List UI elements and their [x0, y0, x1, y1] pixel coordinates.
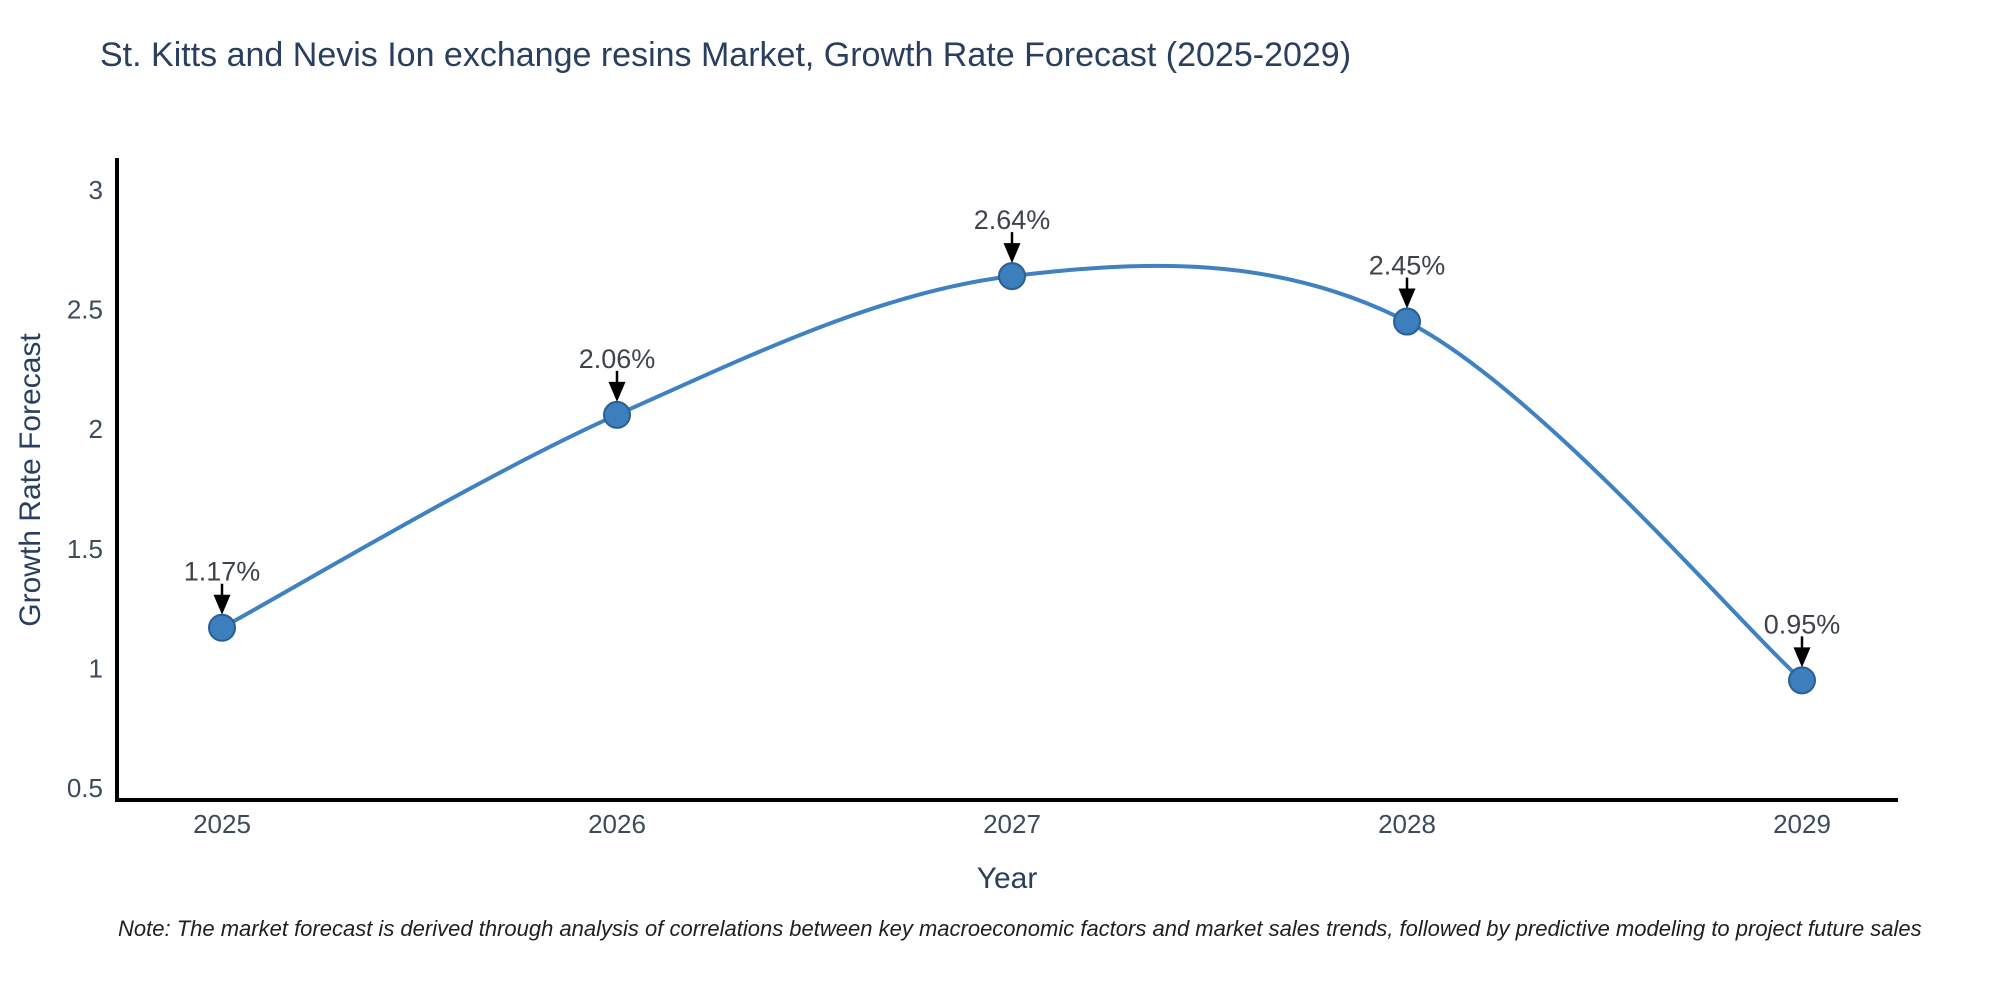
- x-tick-label: 2029: [1773, 809, 1831, 839]
- annotation-arrowhead-icon: [1398, 288, 1416, 309]
- data-point-marker: [603, 400, 631, 429]
- annotation-arrowhead-icon: [1793, 647, 1811, 668]
- y-tick-label: 1: [89, 653, 103, 683]
- y-axis-tick-labels: 0.5 1 1.5 2 2.5 3: [67, 175, 103, 803]
- x-tick-label: 2028: [1378, 809, 1436, 839]
- annotation-arrowhead-icon: [213, 594, 231, 615]
- data-point-marker: [1393, 307, 1421, 336]
- data-point-markers: [208, 262, 1816, 695]
- data-point-label: 1.17%: [184, 557, 261, 587]
- data-point-label: 2.06%: [579, 344, 656, 374]
- x-tick-label: 2025: [193, 809, 251, 839]
- data-point-label: 2.64%: [974, 205, 1051, 235]
- chart-title: St. Kitts and Nevis Ion exchange resins …: [100, 36, 1352, 74]
- x-tick-label: 2026: [588, 809, 646, 839]
- y-axis-title: Growth Rate Forecast: [14, 333, 47, 627]
- x-tick-label: 2027: [983, 809, 1041, 839]
- data-point-label: 2.45%: [1369, 251, 1446, 281]
- y-tick-label: 2: [89, 414, 103, 444]
- data-point-marker: [1788, 666, 1816, 695]
- x-axis-tick-labels: 2025 2026 2027 2028 2029: [193, 809, 1831, 839]
- y-tick-label: 0.5: [67, 773, 103, 803]
- y-tick-label: 1.5: [67, 534, 103, 564]
- data-point-marker: [998, 262, 1026, 291]
- x-axis-title: Year: [977, 862, 1038, 895]
- y-tick-label: 2.5: [67, 295, 103, 325]
- data-point-label: 0.95%: [1764, 609, 1841, 639]
- data-point-annotations: 1.17% 2.06% 2.64% 2.45% 0.95%: [184, 205, 1841, 668]
- annotation-arrowhead-icon: [608, 381, 626, 402]
- annotation-arrowhead-icon: [1003, 243, 1021, 264]
- footnote: Note: The market forecast is derived thr…: [118, 916, 1922, 941]
- data-point-marker: [208, 613, 236, 642]
- y-tick-label: 3: [89, 175, 103, 205]
- trend-line: [220, 263, 1804, 683]
